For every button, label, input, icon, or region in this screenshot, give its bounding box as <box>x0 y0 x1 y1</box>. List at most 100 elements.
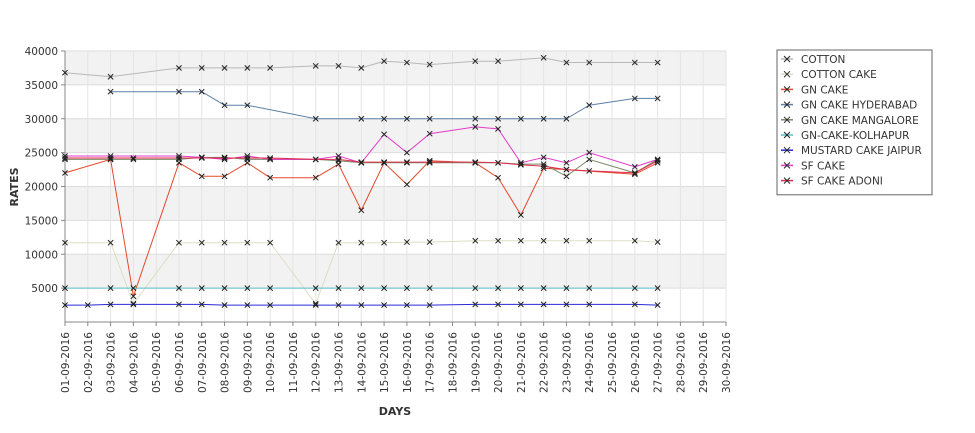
data-point-mark <box>654 157 661 164</box>
data-point-mark <box>107 73 114 80</box>
background-band <box>65 118 726 153</box>
data-point-mustard-cake-jaipur <box>198 301 205 308</box>
data-point-gn-cake-kolhapur <box>563 285 570 292</box>
data-point-mark <box>631 163 638 170</box>
data-point-mark <box>563 59 570 66</box>
data-point-cotton <box>586 59 593 66</box>
data-point-gn-cake-mangalore <box>586 156 593 163</box>
data-point-mark <box>358 159 365 166</box>
y-tick-label: 15000 <box>25 215 58 227</box>
data-point-mark <box>130 156 137 163</box>
data-point-gn-cake <box>198 173 205 180</box>
data-point-gn-cake <box>312 174 319 181</box>
data-point-mark <box>244 64 251 71</box>
series-line-gn-cake-hyderabad <box>110 91 658 120</box>
legend-entry-gn-cake-mangalore: GN CAKE MANGALORE <box>781 115 919 127</box>
data-point-gn-cake-kolhapur <box>335 285 342 292</box>
x-tick-label: 14-09-2016 <box>356 332 368 393</box>
legend-label: COTTON CAKE <box>801 69 877 81</box>
data-point-mark <box>221 64 228 71</box>
x-tick-label: 27-09-2016 <box>653 332 665 393</box>
x-tick-label: 11-09-2016 <box>288 332 300 393</box>
data-point-gn-cake <box>426 157 433 164</box>
data-point-mark <box>244 102 251 109</box>
data-point-mark <box>312 300 319 307</box>
data-point-gn-cake <box>267 174 274 181</box>
data-point-cotton-cake <box>654 239 661 246</box>
legend-marker <box>783 146 791 154</box>
legend-marker <box>783 162 791 169</box>
data-point-mark <box>403 239 410 246</box>
data-point-mark <box>312 62 319 69</box>
data-point-mark <box>495 159 502 166</box>
data-point-mark <box>312 285 319 292</box>
data-point-mustard-cake-jaipur <box>563 301 570 308</box>
data-point-gn-cake-kolhapur <box>244 285 251 292</box>
data-point-mark <box>267 302 274 309</box>
y-tick-label: 40000 <box>25 46 58 58</box>
data-point-cotton <box>540 54 547 61</box>
data-point-mark <box>403 115 410 122</box>
data-point-mustard-cake-jaipur <box>244 302 251 309</box>
legend-entry-cotton: COTTON <box>781 54 845 66</box>
data-point-mark <box>62 169 68 176</box>
data-point-gn-cake <box>495 174 502 181</box>
data-point-mark <box>198 173 205 180</box>
data-point-cotton <box>495 58 502 65</box>
data-point-mark <box>221 285 228 292</box>
series-markers <box>62 54 661 309</box>
x-tick-label: 16-09-2016 <box>402 332 414 393</box>
data-point-mark <box>540 115 547 122</box>
data-point-mark <box>403 302 410 309</box>
data-point-gn-cake-kolhapur <box>540 285 547 292</box>
legend-entry-sf-cake: SF CAKE <box>781 160 845 172</box>
data-point-mark <box>267 64 274 71</box>
data-point-sf-cake <box>403 149 410 156</box>
data-point-cotton-cake <box>403 239 410 246</box>
data-point-sf-cake-adoni <box>631 169 638 176</box>
data-point-sf-cake <box>62 153 68 159</box>
data-point-sf-cake-adoni <box>563 166 570 173</box>
x-tick-label: 21-09-2016 <box>516 332 528 393</box>
data-point-mark <box>267 239 274 246</box>
y-tick-label: 25000 <box>25 148 58 160</box>
data-point-mark <box>381 115 388 122</box>
data-point-gn-cake-hyderabad <box>381 115 388 122</box>
data-point-cotton <box>107 73 114 80</box>
data-point-cotton <box>358 64 365 71</box>
x-tick-label: 02-09-2016 <box>83 332 95 393</box>
data-point-mark <box>358 207 365 214</box>
data-point-cotton <box>267 64 274 71</box>
x-tick-label: 24-09-2016 <box>584 332 596 393</box>
data-point-mark <box>586 59 593 66</box>
grid-lines <box>64 50 727 322</box>
data-point-mark <box>62 239 68 246</box>
data-point-mark <box>495 125 502 132</box>
data-point-cotton <box>426 61 433 68</box>
data-point-sf-cake <box>426 130 433 137</box>
data-point-mark <box>586 149 593 156</box>
data-point-cotton <box>176 64 182 71</box>
data-point-mark <box>130 293 137 300</box>
data-point-cotton-cake <box>381 239 388 246</box>
data-point-gn-cake-hyderabad <box>198 88 205 95</box>
data-point-mark <box>403 159 410 166</box>
data-point-mark <box>472 58 479 65</box>
data-point-cotton-cake <box>335 239 342 246</box>
data-point-gn-cake-kolhapur <box>495 285 502 292</box>
data-point-sf-cake <box>586 149 593 156</box>
data-point-mark <box>403 149 410 156</box>
data-point-mark <box>107 285 114 292</box>
data-point-mark <box>244 155 251 161</box>
data-point-sf-cake-adoni <box>586 167 593 174</box>
data-point-cotton-cake <box>267 239 274 246</box>
data-point-mark <box>244 285 251 292</box>
data-point-mark <box>472 301 479 308</box>
data-point-mark <box>84 302 91 309</box>
legend-marker <box>783 86 791 93</box>
data-point-mark <box>517 161 524 168</box>
data-point-sf-cake <box>517 159 524 166</box>
data-point-mark <box>631 237 638 244</box>
data-point-cotton-cake <box>495 237 502 244</box>
